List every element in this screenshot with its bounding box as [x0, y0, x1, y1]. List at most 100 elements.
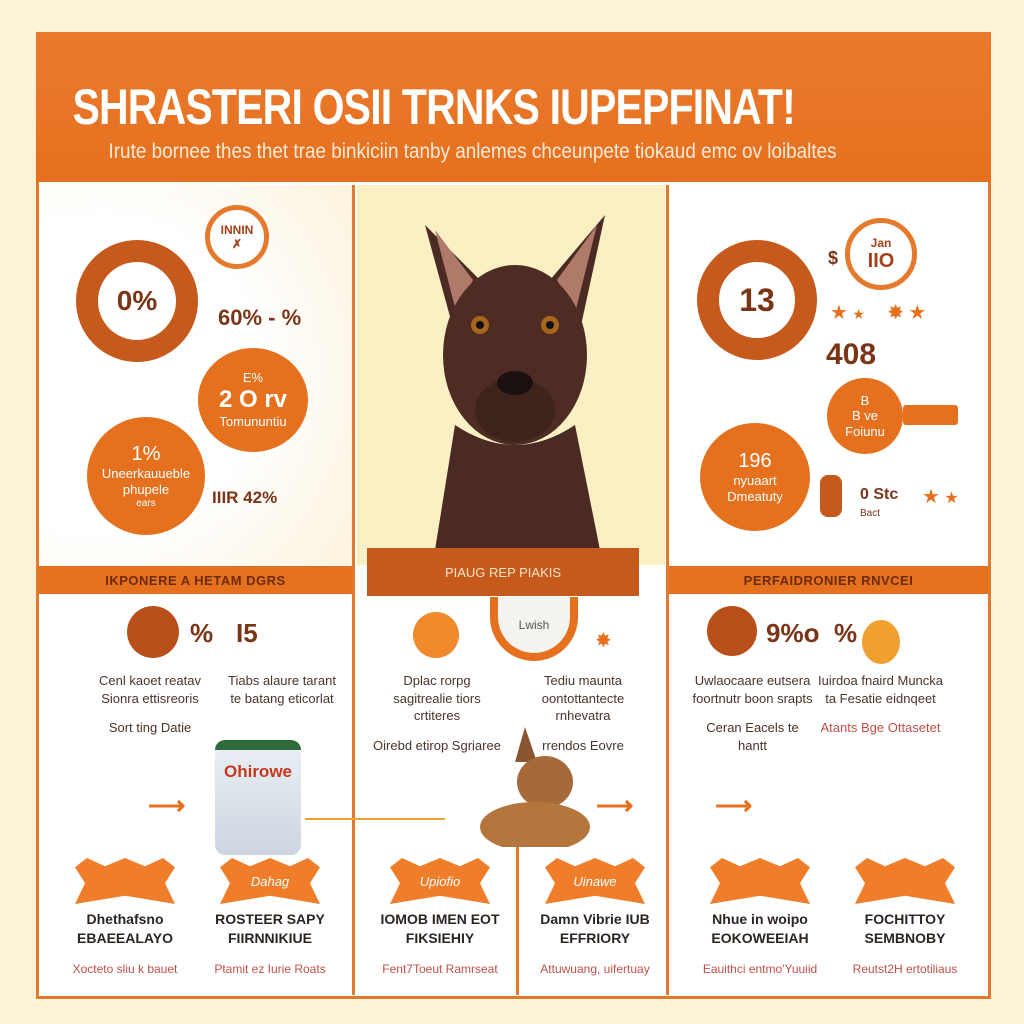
text-sub: Ceran Eacels te hantt — [706, 720, 799, 753]
item-subtitle: Fent7Toeut Ramrseat — [382, 962, 498, 976]
page-subtitle: Irute bornee thes thet trae binkiciin ta… — [108, 140, 837, 163]
stars-decoration: ★ ★ — [922, 484, 959, 509]
stars-decoration: ★ ★ ✸ ★ — [830, 300, 970, 325]
header-banner — [36, 32, 991, 182]
ring-label: Jan — [870, 235, 892, 250]
stat-percent: % — [834, 618, 858, 648]
bubble-text: phupele — [122, 482, 170, 497]
divider — [516, 845, 519, 995]
arrow-right-icon: ⟶ — [596, 790, 634, 820]
stat-bubble: 1% Uneerkauueble phupele ears — [87, 417, 205, 535]
text-block: Uwlaocaare eutsera foortnutr boon srapts… — [690, 672, 815, 754]
item-title: Dhethafsno EBAEEALAYO — [77, 911, 173, 946]
stat-bubble: E% 2 O rv Tomununtiu — [198, 348, 308, 452]
arrow-right-icon: ⟶ — [715, 790, 753, 820]
section-header-right: PERFAIDRONIER RNVCEI — [669, 566, 988, 594]
divider — [666, 185, 669, 995]
small-stat-ring: INNIN ✗ — [205, 205, 269, 269]
text-main: Tediu maunta oontottantecte rnhevatra — [541, 673, 625, 724]
text-sub: Sort ting Datie — [108, 720, 192, 736]
star-icon: ★ — [830, 302, 848, 324]
gauge-label: Lwish — [518, 618, 550, 632]
text-block: Tediu maunta oontottantecte rnhevatra rre… — [518, 672, 648, 754]
bubble-text: nyuaart — [733, 473, 777, 489]
bubble-value: 196 — [738, 450, 772, 473]
stat-percent: 9%o — [766, 618, 820, 648]
item-title: FOCHITTOY SEMBNOBY — [864, 911, 946, 946]
percent-ring: 0% — [76, 240, 198, 362]
number-ring: 13 — [697, 240, 817, 360]
item-title: Damn Vibrie IUB EFFRIORY — [540, 911, 650, 946]
text-block: Dplac rorpg sagitrealie tiors crtiteres O… — [372, 672, 502, 754]
stat-text: 60% - % — [218, 305, 302, 330]
food-can: Ohirowe — [215, 740, 301, 855]
tag-icon — [820, 475, 842, 517]
text-main: Uwlaocaare eutsera foortnutr boon srapts — [692, 673, 813, 706]
bowl-icon — [127, 606, 179, 658]
bubble-value: B ve — [851, 408, 878, 424]
item-title: ROSTEER SAPY FIIRNNIKIUE — [215, 911, 325, 946]
item-subtitle: Xocteto sliu k bauet — [72, 962, 178, 976]
bubble-value: 1% — [131, 443, 161, 466]
ring-label: INNIN — [220, 223, 254, 237]
food-badge: Upiofio — [390, 858, 490, 904]
item-subtitle: Eauithci entmo'Yuuiid — [702, 962, 818, 976]
ring-value: IIO — [867, 249, 895, 272]
stat-text: 408 — [826, 338, 877, 371]
text-main: Cenl kaoet reatav Sionra ettisreoris — [99, 673, 201, 706]
cat-photo — [480, 727, 590, 847]
text-sub: Atants Bge Ottasetet — [820, 720, 941, 736]
can-label: Ohirowe — [223, 762, 292, 781]
text-main: Dplac rorpg sagitrealie tiors crtiteres — [393, 673, 481, 724]
bubble-text: Dmeatuty — [727, 489, 783, 504]
text-block: Tiabs alaure tarant te batang eticorlat — [222, 672, 342, 707]
text-sub: Oirebd etirop Sgriaree — [373, 737, 501, 753]
star-icon: ★ — [852, 306, 865, 322]
bubble-label: Tomununtiu — [219, 414, 287, 430]
ring-value: 13 — [739, 281, 775, 318]
food-icon — [707, 606, 757, 656]
bubble-value: 2 O rv — [218, 385, 288, 413]
dog-photo — [425, 215, 605, 550]
star-icon: ✸ — [595, 630, 612, 652]
item-subtitle: Reutst2H ertotiliaus — [852, 962, 958, 976]
stat-bubble: 196 nyuaart Dmeatuty — [700, 423, 810, 531]
paw-icon: ✗ — [231, 237, 243, 251]
arrow-right-icon: ⟶ — [148, 790, 186, 820]
connector-line — [305, 818, 445, 820]
text-block: Cenl kaoet reatav Sionra ettisreoris Sort… — [85, 672, 215, 737]
text-main: Iuirdoa fnaird Muncka ta Fesatie eidnqee… — [818, 673, 944, 706]
ring-value: 0% — [116, 285, 158, 316]
item-title: Nhue in woipo EOKOWEEIAH — [711, 911, 809, 946]
side-stat: 0 Stc — [860, 486, 899, 503]
food-badge: Dahag — [220, 858, 320, 904]
star-icon: ✸ — [887, 302, 904, 324]
small-stat-ring: Jan IIO — [845, 218, 917, 290]
text-sub: rrendos Eovre — [542, 737, 624, 753]
cat-icon — [413, 612, 459, 658]
page-title: SHRASTERI OSII TRNKS IUPEPFINAT! — [72, 79, 795, 135]
bubble-text: Uneerkauueble — [101, 466, 191, 482]
stat-percent: % — [190, 618, 214, 648]
stat-percent: I5 — [236, 618, 258, 648]
item-title: IOMOB IMEN EOT FIKSIEHIY — [380, 911, 500, 946]
side-stat-label: Bact — [860, 508, 881, 519]
text-main: Tiabs alaure tarant te batang eticorlat — [228, 673, 336, 706]
bubble-label: Foiunu — [845, 423, 885, 439]
item-subtitle: Attuwuang, uifertuay — [540, 962, 650, 976]
section-header-middle: PIAUG REP PIAKIS — [367, 548, 639, 596]
star-icon: ★ — [922, 486, 940, 508]
item-subtitle: Ptamit ez Iurie Roats — [214, 962, 326, 976]
dollar-icon: $ — [828, 248, 839, 268]
section-header-left: IKPONERE A HETAM DGRS — [39, 566, 352, 594]
battery-icon — [903, 405, 958, 425]
treat-icon — [862, 620, 900, 664]
divider — [352, 185, 355, 995]
bar-stat: IIIR 42% — [212, 488, 278, 507]
text-block: Iuirdoa fnaird Muncka ta Fesatie eidnqee… — [818, 672, 943, 737]
star-icon: ★ — [908, 302, 927, 324]
bubble-text: ears — [136, 497, 156, 509]
left-top-panel — [39, 185, 353, 565]
star-icon: ★ — [944, 490, 959, 507]
